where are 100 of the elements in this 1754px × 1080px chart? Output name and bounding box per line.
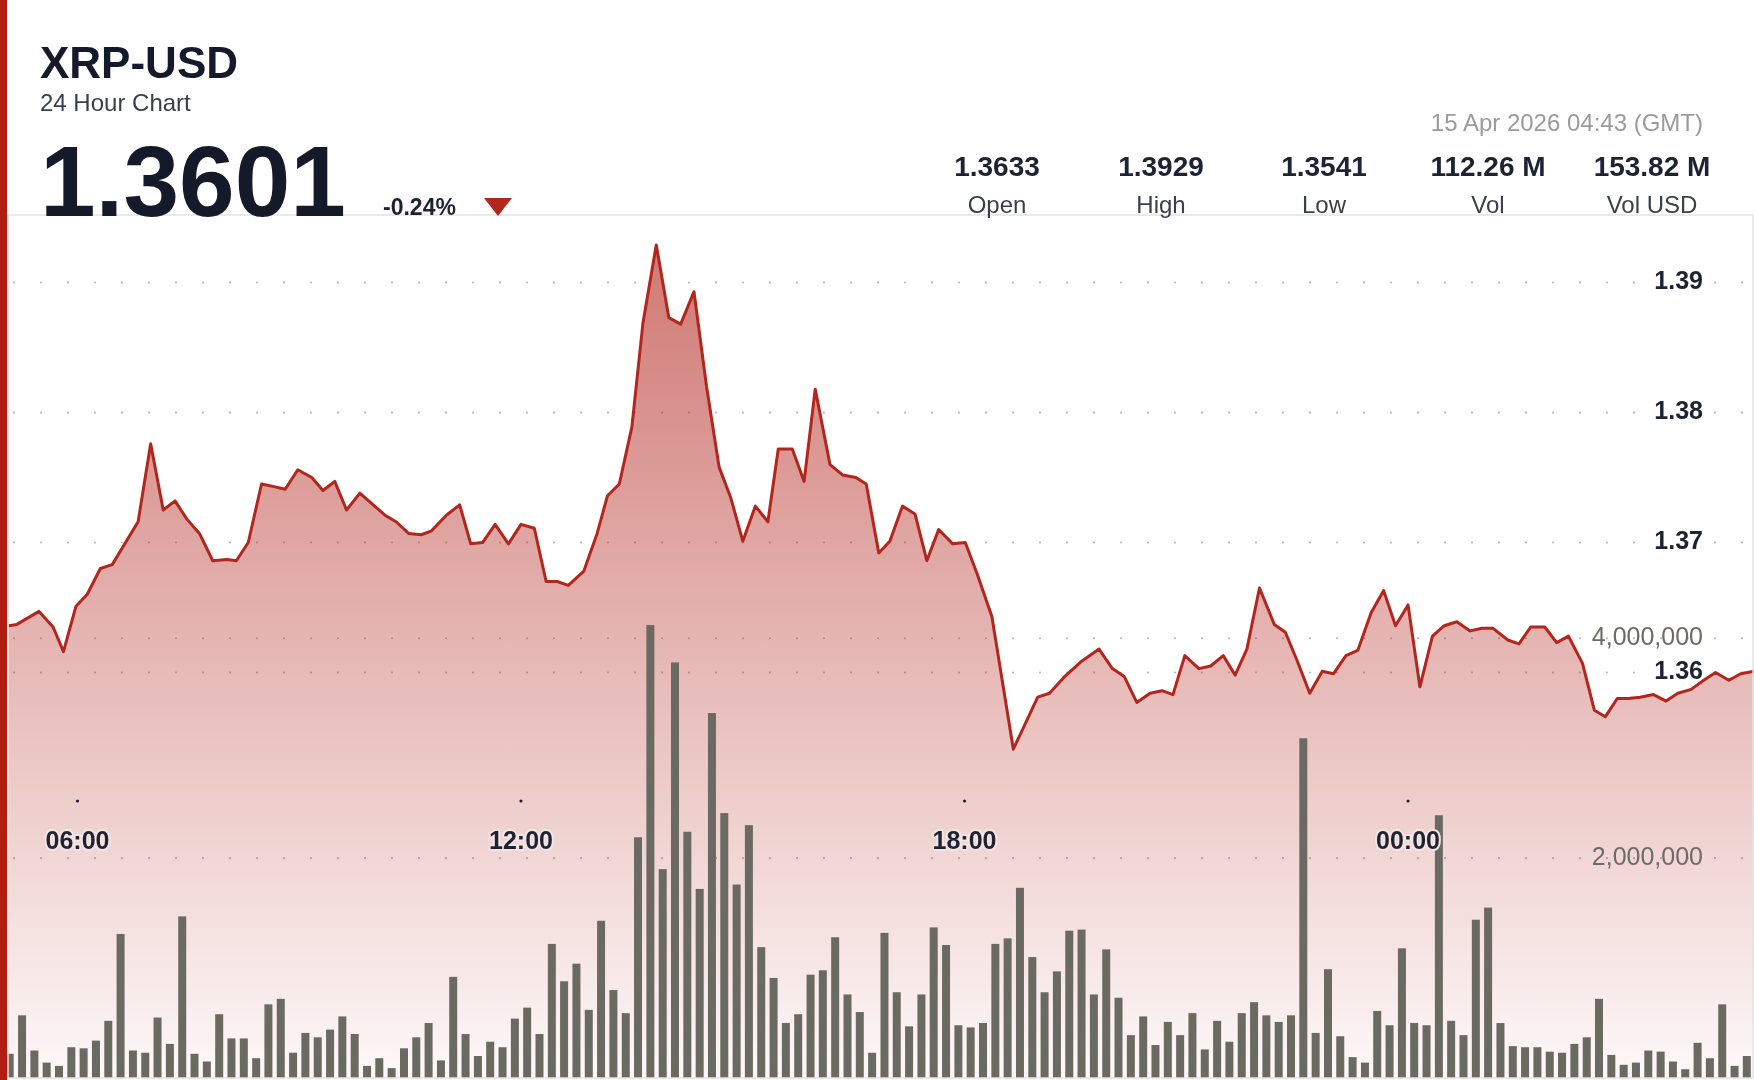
bar: [1656, 1051, 1665, 1078]
annotation: Vol: [1471, 191, 1505, 218]
bar: [1410, 1023, 1419, 1078]
bar: [658, 869, 667, 1078]
bar: [79, 1048, 88, 1078]
bar: [732, 884, 741, 1078]
bar: [486, 1041, 495, 1078]
bar: [1311, 1032, 1320, 1078]
bar: [1102, 949, 1111, 1078]
bar: [1151, 1045, 1160, 1078]
bar: [966, 1027, 975, 1078]
bar: [252, 1058, 261, 1078]
bar: [301, 1032, 310, 1078]
bar: [523, 1007, 532, 1078]
bar: [954, 1025, 963, 1078]
y-tick-label: 1.38: [1654, 396, 1704, 425]
y2-tick-label: 2,000,000: [1591, 841, 1703, 870]
bar: [1533, 1047, 1542, 1078]
chart-title: XRP-USD: [40, 38, 239, 87]
bar: [707, 713, 716, 1078]
bar: [1644, 1050, 1653, 1078]
bar: [1336, 1036, 1345, 1078]
bar: [597, 920, 606, 1078]
bar: [1422, 1025, 1431, 1078]
bar: [338, 1016, 347, 1078]
bar: [855, 1012, 864, 1078]
bar: [1373, 1010, 1382, 1078]
bar: [165, 1043, 174, 1078]
text: 112.26 M: [1430, 151, 1546, 182]
x-tick-label: 18:00: [932, 825, 997, 854]
bar: [1089, 994, 1098, 1078]
bar: [387, 1068, 396, 1078]
bar: [1681, 1069, 1690, 1078]
bar: [609, 990, 618, 1078]
bar: [1287, 1015, 1296, 1078]
bar: [326, 1029, 335, 1078]
bar: [1163, 1021, 1172, 1078]
bar: [42, 1062, 51, 1078]
bar: [18, 1015, 27, 1078]
bar: [412, 1037, 421, 1078]
bar: [55, 1065, 64, 1078]
annotation: -0.24%: [383, 194, 456, 220]
bar: [979, 1023, 988, 1078]
bar: [535, 1034, 544, 1078]
text: 15 Apr 2026 04:43 (GMT): [1430, 109, 1703, 136]
bar: [880, 932, 889, 1078]
bar: [584, 1009, 593, 1078]
bar: [1237, 1013, 1246, 1078]
bar: [695, 888, 704, 1078]
bar: [843, 994, 852, 1078]
bar: [646, 625, 655, 1078]
bar: [818, 970, 827, 1078]
text: 1.3633: [954, 151, 1040, 182]
bar: [1558, 1052, 1567, 1078]
x-tick-label: 06:00: [45, 825, 110, 854]
bar: [1225, 1041, 1234, 1078]
bar: [91, 1040, 100, 1078]
bar: [621, 1013, 630, 1078]
bar: [1126, 1035, 1135, 1078]
bar: [1213, 1020, 1222, 1078]
bar: [1459, 1035, 1468, 1078]
bar: [498, 1047, 507, 1078]
bar: [510, 1018, 519, 1078]
bar: [67, 1047, 76, 1078]
bar: [1582, 1037, 1591, 1078]
bar: [1114, 997, 1123, 1078]
bar: [1065, 930, 1074, 1078]
bar: [1607, 1054, 1616, 1078]
bar: [363, 1065, 372, 1078]
bar: [1594, 998, 1603, 1078]
bar: [1570, 1043, 1579, 1078]
bar: [1508, 1046, 1517, 1078]
bar: [1447, 1020, 1456, 1078]
bar: [1360, 1062, 1369, 1078]
chart-subtitle: 24 Hour Chart: [40, 89, 192, 116]
bar: [868, 1052, 877, 1078]
bar: [202, 1061, 211, 1078]
bar: [190, 1053, 199, 1078]
bar: [547, 943, 556, 1078]
bar: [1742, 1056, 1751, 1078]
y-tick-label: 1.36: [1654, 656, 1703, 685]
y2-tick-label: 4,000,000: [1591, 621, 1703, 650]
bar: [1324, 969, 1332, 1078]
bar: [436, 1060, 445, 1078]
bar: [449, 976, 458, 1078]
bar: [128, 1050, 137, 1078]
bar: [1705, 1058, 1714, 1078]
bar: [991, 943, 1000, 1078]
bar: [178, 916, 187, 1078]
bar: [757, 947, 766, 1078]
bar: [473, 1056, 482, 1078]
bar: [1348, 1057, 1357, 1078]
bar: [313, 1037, 322, 1078]
bar: [116, 933, 125, 1078]
bar: [1077, 929, 1086, 1078]
bar: [239, 1038, 248, 1078]
bar: [264, 1004, 273, 1078]
bar: [1052, 971, 1061, 1078]
bar: [1139, 1016, 1148, 1078]
bar: [769, 977, 778, 1078]
